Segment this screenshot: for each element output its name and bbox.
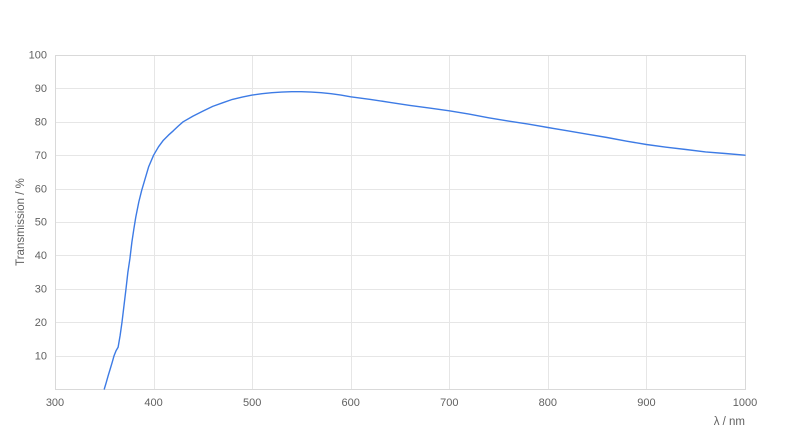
y-tick-label: 80	[35, 117, 47, 129]
y-tick-label: 20	[35, 317, 47, 329]
x-tick-label: 400	[144, 397, 162, 409]
y-tick-label: 60	[35, 183, 47, 195]
plot-border	[55, 55, 746, 390]
y-tick-label: 50	[35, 217, 47, 229]
x-tick-label: 900	[637, 397, 655, 409]
series-line	[103, 91, 746, 390]
x-axis-title: λ / nm	[714, 416, 745, 428]
x-tick-label: 800	[539, 397, 557, 409]
x-tick-labels: 300 400 500 600 700 800 900 1000	[46, 397, 757, 409]
x-tick-label: 1000	[733, 397, 757, 409]
y-tick-label: 30	[35, 284, 47, 296]
y-tick-labels: 10 20 30 40 50 60 70 80 90 100	[29, 50, 47, 363]
y-tick-label: 70	[35, 150, 47, 162]
y-tick-label: 40	[35, 250, 47, 262]
gridlines	[55, 55, 745, 389]
x-tick-label: 700	[440, 397, 458, 409]
y-axis-title: Transmission / %	[15, 178, 27, 266]
y-tick-label: 90	[35, 83, 47, 95]
y-tick-label: 10	[35, 350, 47, 362]
y-tick-label: 100	[29, 50, 47, 62]
x-tick-label: 300	[46, 397, 64, 409]
x-tick-label: 500	[243, 397, 261, 409]
x-tick-label: 600	[342, 397, 360, 409]
